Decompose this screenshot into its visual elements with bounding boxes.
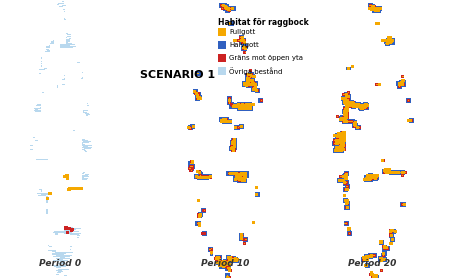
Text: Övriga bestånd: Övriga bestånd — [229, 67, 282, 75]
Text: Gräns mot öppen yta: Gräns mot öppen yta — [229, 55, 303, 61]
FancyBboxPatch shape — [218, 54, 226, 62]
FancyBboxPatch shape — [218, 67, 226, 75]
Text: SCENARIO 1: SCENARIO 1 — [140, 70, 215, 80]
Text: Period 20: Period 20 — [348, 259, 396, 268]
FancyBboxPatch shape — [218, 41, 226, 49]
Text: Habitat för raggbock: Habitat för raggbock — [218, 18, 309, 27]
Text: Period 0: Period 0 — [39, 259, 81, 268]
Text: Halvgott: Halvgott — [229, 42, 259, 48]
Text: Fullgott: Fullgott — [229, 29, 255, 35]
Text: Period 10: Period 10 — [201, 259, 249, 268]
FancyBboxPatch shape — [218, 28, 226, 36]
